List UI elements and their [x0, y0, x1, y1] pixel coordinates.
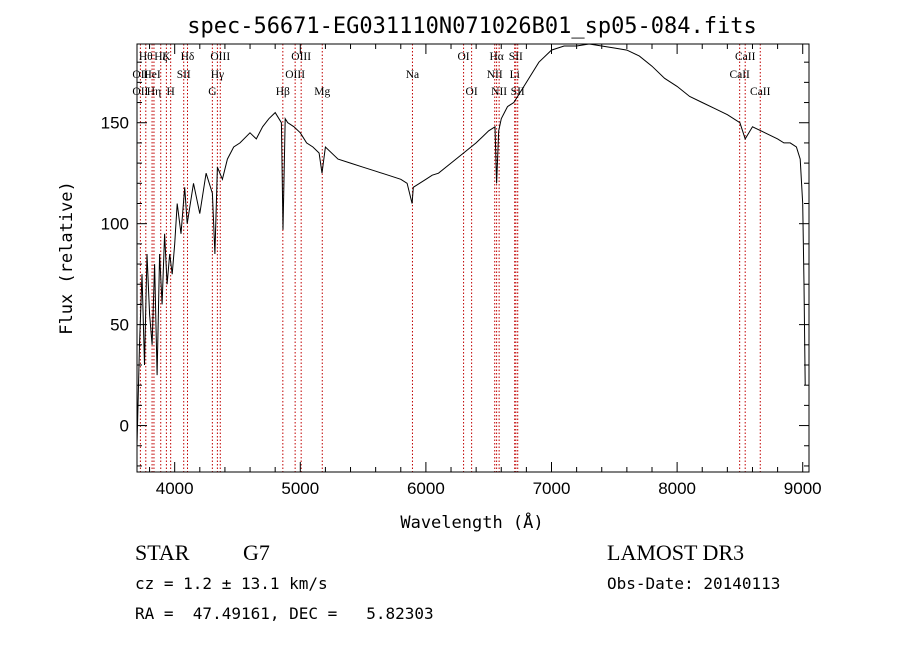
redshift-velocity: cz = 1.2 ± 13.1 km/s [135, 574, 328, 593]
line-marker-label-3: HeI [143, 69, 160, 81]
y-tick-label-3: 150 [101, 114, 129, 133]
x-tick-label-0: 4000 [156, 479, 194, 498]
line-marker-label-19: OI [466, 86, 478, 98]
line-markers [139, 44, 761, 472]
line-marker-label-9: Hδ [181, 51, 195, 63]
plot-frame [136, 43, 810, 473]
line-marker-label-11: Hγ [211, 69, 224, 81]
line-marker-label-13: Hβ [276, 86, 290, 98]
line-marker-label-4: Hη [147, 86, 161, 98]
survey-name: LAMOST DR3 [607, 540, 745, 565]
x-axis-label: Wavelength (Å) [400, 511, 543, 533]
observation-date: Obs-Date: 20140113 [607, 574, 781, 593]
x-tick-label-2: 6000 [407, 479, 445, 498]
y-tick-label-2: 100 [101, 215, 129, 234]
y-tick-label-0: 0 [120, 417, 129, 436]
line-marker-label-7: H [167, 86, 175, 98]
line-marker-label-20: NII [487, 69, 503, 81]
line-marker-label-1: OII [132, 86, 148, 98]
line-marker-label-8: SII [177, 69, 191, 81]
line-marker-label-23: Li [510, 69, 520, 81]
line-marker-label-27: CaII [735, 51, 756, 63]
line-marker-label-15: OIII [291, 51, 311, 63]
line-marker-label-28: CaII [750, 86, 771, 98]
line-marker-label-21: Hα [489, 51, 503, 63]
line-marker-label-24: SII [509, 51, 523, 63]
line-marker-label-5: Hζ [154, 51, 167, 63]
object-type: STAR [135, 540, 190, 565]
line-marker-label-2: Hθ [139, 51, 153, 63]
line-marker-label-25: SII [511, 86, 525, 98]
line-marker-label-17: Na [406, 69, 419, 81]
line-marker-label-26: CaII [729, 69, 750, 81]
chart-title: spec-56671-EG031110N071026B01_sp05-084.f… [187, 14, 757, 39]
line-marker-label-12: OIII [210, 51, 230, 63]
x-tick-label-4: 8000 [658, 479, 696, 498]
line-marker-label-0: OII [132, 69, 148, 81]
line-marker-label-10: G [208, 86, 216, 98]
line-marker-label-16: Mg [314, 86, 330, 98]
spectral-subclass: G7 [243, 540, 270, 565]
y-axis-label: Flux (relative) [57, 181, 77, 335]
coordinates: RA = 47.49161, DEC = 5.82303 [135, 604, 434, 623]
line-marker-labels: OIIOIIHθHeIHηHζKHSIIHδGHγOIIIHβOIIIOIIIM… [132, 51, 770, 98]
y-tick-label-1: 50 [110, 316, 129, 335]
spectrum-line [136, 43, 806, 446]
axis-ticks: 4000 5000 6000 7000 8000 9000 0 50 100 150 [101, 44, 822, 498]
x-tick-label-1: 5000 [281, 479, 319, 498]
line-marker-label-14: OIII [285, 69, 305, 81]
x-tick-label-5: 9000 [784, 479, 822, 498]
x-tick-label-3: 7000 [533, 479, 571, 498]
line-marker-label-22: NII [491, 86, 507, 98]
line-marker-label-18: OI [458, 51, 470, 63]
line-marker-label-6: K [162, 51, 171, 63]
